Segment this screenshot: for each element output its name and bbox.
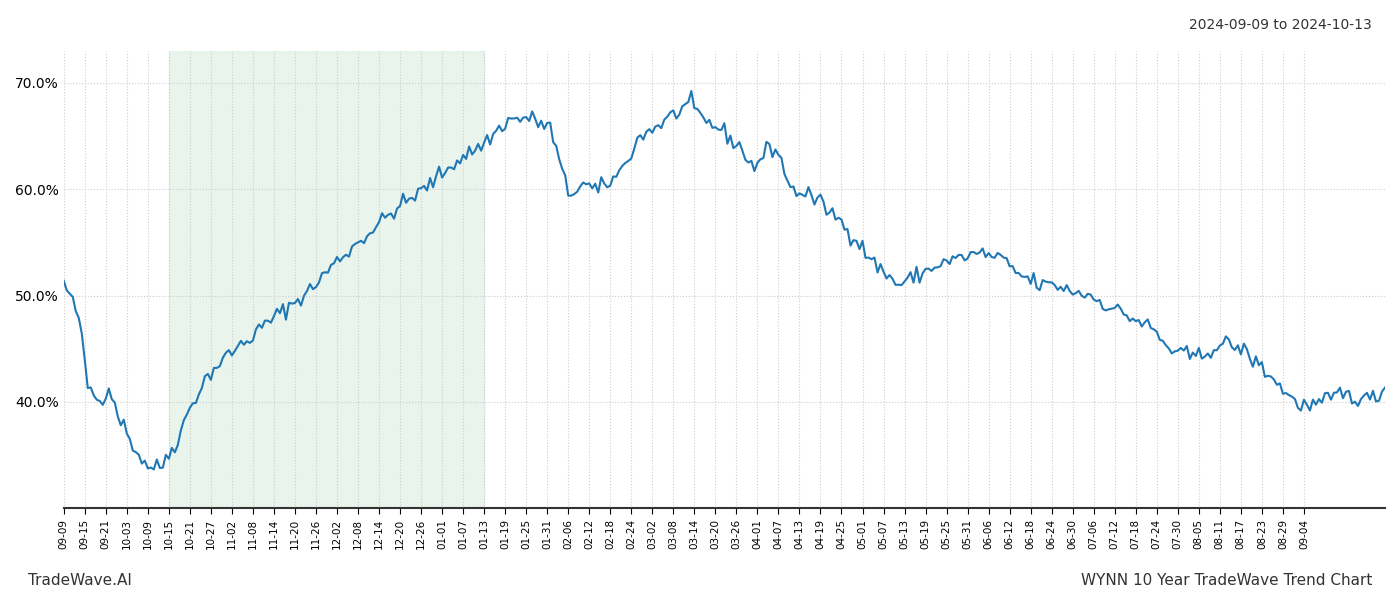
Text: TradeWave.AI: TradeWave.AI (28, 573, 132, 588)
Text: WYNN 10 Year TradeWave Trend Chart: WYNN 10 Year TradeWave Trend Chart (1081, 573, 1372, 588)
Text: 2024-09-09 to 2024-10-13: 2024-09-09 to 2024-10-13 (1189, 18, 1372, 32)
Bar (169, 51, 484, 508)
